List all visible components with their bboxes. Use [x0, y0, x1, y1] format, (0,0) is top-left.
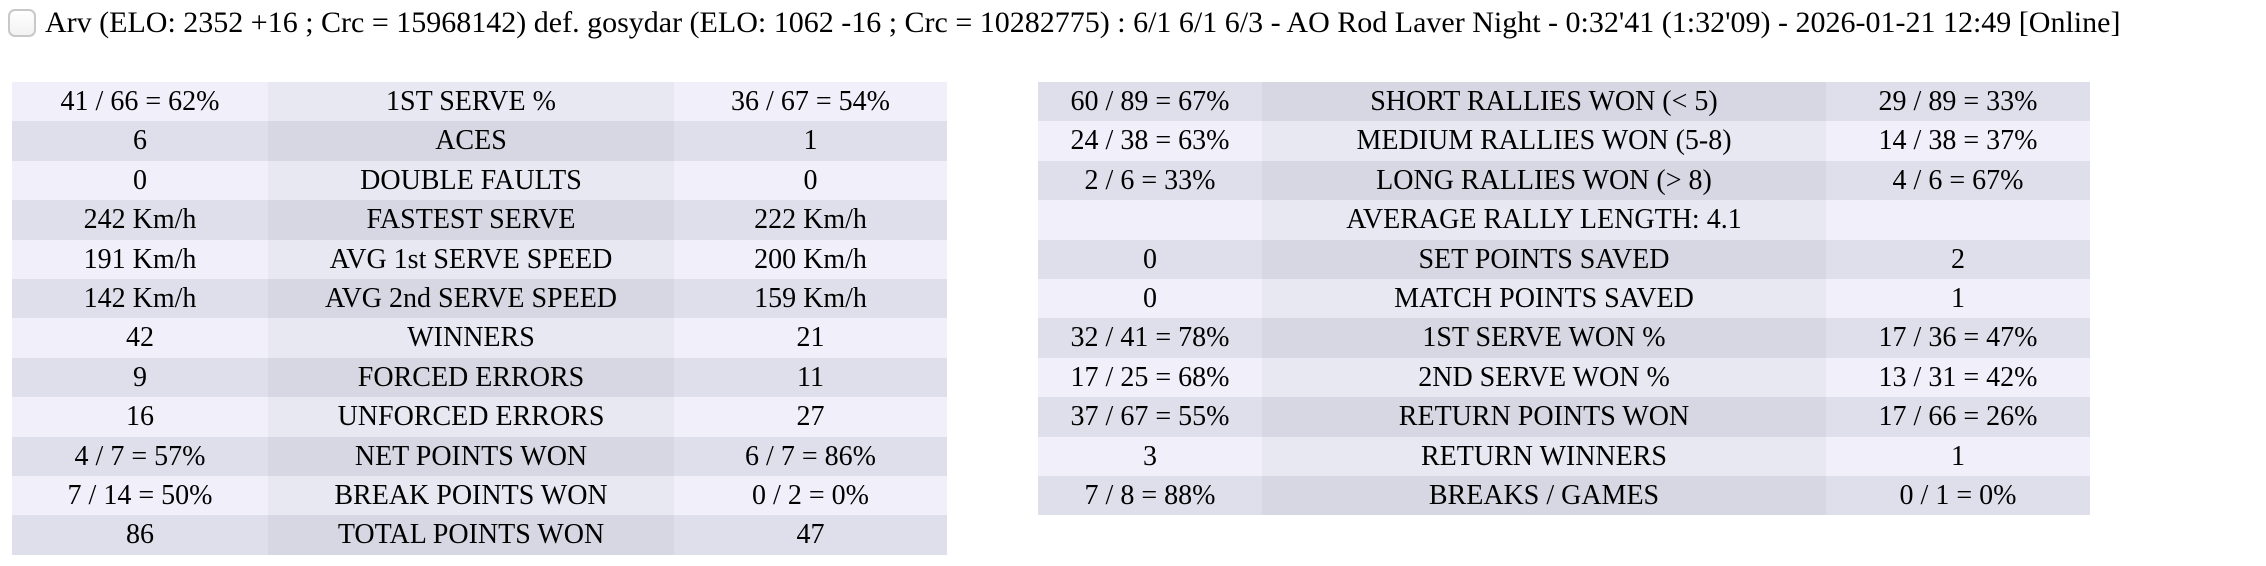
stat-label: TOTAL POINTS WON — [268, 515, 674, 555]
stat-label: AVERAGE RALLY LENGTH: 4.1 — [1262, 200, 1826, 240]
player2-value: 1 — [1826, 278, 2090, 319]
player2-value: 17 / 66 = 26% — [1826, 397, 2090, 437]
stat-label: 2ND SERVE WON % — [1262, 357, 1826, 398]
player2-value: 17 / 36 = 47% — [1826, 318, 2090, 358]
stat-label: RETURN WINNERS — [1262, 436, 1826, 476]
stat-label: MEDIUM RALLIES WON (5-8) — [1262, 121, 1826, 161]
rally-stats-table: 60 / 89 = 67% SHORT RALLIES WON (< 5) 29 /… — [1038, 82, 2090, 516]
player2-value: 29 / 89 = 33% — [1826, 82, 2090, 122]
stat-label: WINNERS — [268, 318, 674, 358]
player1-value: 6 — [12, 121, 268, 161]
stat-label: DOUBLE FAULTS — [268, 160, 674, 201]
match-select-checkbox[interactable] — [8, 9, 36, 37]
player2-value: 2 — [1826, 239, 2090, 279]
player2-value: 0 / 1 = 0% — [1826, 475, 2090, 516]
match-title-row: Arv (ELO: 2352 +16 ; Crc = 15968142) def… — [8, 4, 2120, 42]
player2-value: 13 / 31 = 42% — [1826, 357, 2090, 398]
stat-label: RETURN POINTS WON — [1262, 397, 1826, 437]
stat-label: SHORT RALLIES WON (< 5) — [1262, 82, 1826, 122]
player1-value: 9 — [12, 357, 268, 398]
player2-value: 159 Km/h — [674, 278, 947, 319]
stat-label: 1ST SERVE WON % — [1262, 318, 1826, 358]
stat-label: AVG 2nd SERVE SPEED — [268, 278, 674, 319]
player1-value: 7 / 8 = 88% — [1038, 475, 1262, 516]
stat-label: AVG 1st SERVE SPEED — [268, 239, 674, 279]
stat-label: ACES — [268, 121, 674, 161]
player2-value — [1826, 200, 2090, 240]
player2-value: 47 — [674, 515, 947, 555]
stat-label: 1ST SERVE % — [268, 82, 674, 122]
player2-value: 36 / 67 = 54% — [674, 82, 947, 122]
player2-value: 27 — [674, 397, 947, 437]
stat-label: UNFORCED ERRORS — [268, 397, 674, 437]
player1-value: 0 — [1038, 239, 1262, 279]
player1-value — [1038, 200, 1262, 240]
player2-value: 0 — [674, 160, 947, 201]
stat-label: NET POINTS WON — [268, 436, 674, 476]
player2-value: 6 / 7 = 86% — [674, 436, 947, 476]
player2-value: 1 — [674, 121, 947, 161]
player1-value: 4 / 7 = 57% — [12, 436, 268, 476]
player2-value: 200 Km/h — [674, 239, 947, 279]
player2-value: 4 / 6 = 67% — [1826, 160, 2090, 201]
player1-value: 60 / 89 = 67% — [1038, 82, 1262, 122]
player2-value: 1 — [1826, 436, 2090, 476]
stat-label: FORCED ERRORS — [268, 357, 674, 398]
player1-value: 7 / 14 = 50% — [12, 475, 268, 516]
stat-label: BREAK POINTS WON — [268, 475, 674, 516]
player1-value: 24 / 38 = 63% — [1038, 121, 1262, 161]
player1-value: 191 Km/h — [12, 239, 268, 279]
player1-value: 41 / 66 = 62% — [12, 82, 268, 122]
player2-value: 21 — [674, 318, 947, 358]
stat-label: MATCH POINTS SAVED — [1262, 278, 1826, 319]
stat-label: LONG RALLIES WON (> 8) — [1262, 160, 1826, 201]
stat-label: FASTEST SERVE — [268, 200, 674, 240]
player1-value: 242 Km/h — [12, 200, 268, 240]
player1-value: 37 / 67 = 55% — [1038, 397, 1262, 437]
player2-value: 0 / 2 = 0% — [674, 475, 947, 516]
stat-label: SET POINTS SAVED — [1262, 239, 1826, 279]
match-result-title: Arv (ELO: 2352 +16 ; Crc = 15968142) def… — [45, 6, 2121, 39]
serve-stats-table: 41 / 66 = 62% 1ST SERVE % 36 / 67 = 54% 6 AC… — [12, 82, 947, 555]
player1-value: 2 / 6 = 33% — [1038, 160, 1262, 201]
player2-value: 11 — [674, 357, 947, 398]
player1-value: 17 / 25 = 68% — [1038, 357, 1262, 398]
player2-value: 222 Km/h — [674, 200, 947, 240]
player2-value: 14 / 38 = 37% — [1826, 121, 2090, 161]
player1-value: 0 — [1038, 278, 1262, 319]
player1-value: 0 — [12, 160, 268, 201]
player1-value: 86 — [12, 515, 268, 555]
player1-value: 32 / 41 = 78% — [1038, 318, 1262, 358]
player1-value: 16 — [12, 397, 268, 437]
player1-value: 42 — [12, 318, 268, 358]
stat-label: BREAKS / GAMES — [1262, 475, 1826, 516]
player1-value: 3 — [1038, 436, 1262, 476]
player1-value: 142 Km/h — [12, 278, 268, 319]
